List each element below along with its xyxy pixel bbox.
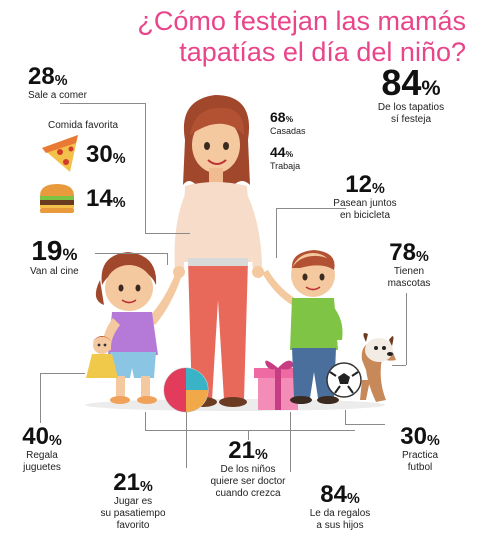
stat-label: Jugar es xyxy=(113,496,153,507)
leader-line xyxy=(145,103,146,233)
title-line-2: tapatías el día del niño? xyxy=(179,37,466,67)
leader-line xyxy=(406,293,407,365)
stat-mascotas: 78% Tienen mascotas xyxy=(376,240,442,290)
stat-casadas: 68% Casadas xyxy=(270,110,306,137)
pizza-icon xyxy=(42,135,78,172)
stat-label: futbol xyxy=(407,462,433,473)
leader-line xyxy=(276,208,277,258)
mother-figure xyxy=(173,95,264,407)
stat-label: mascotas xyxy=(387,278,431,289)
leader-line xyxy=(145,430,355,431)
stat-pizza: 30% xyxy=(86,142,126,168)
stat-label: Trabaja xyxy=(270,161,301,171)
page-title: ¿Cómo festejan las mamás tapatías el día… xyxy=(126,6,466,68)
leader-line xyxy=(290,412,291,472)
stat-regalos: 84% Le da regalos a sus hijos xyxy=(300,482,380,532)
stat-percent: % xyxy=(62,245,78,265)
stat-percent: % xyxy=(415,248,429,265)
stat-label: su pasatiempo xyxy=(100,508,166,519)
burger-icon xyxy=(40,184,74,213)
stat-value: 44 xyxy=(270,144,286,160)
stat-burger: 14% xyxy=(86,186,126,212)
soccer-ball-icon xyxy=(326,362,362,398)
stat-label: juguetes xyxy=(23,462,61,473)
stat-sale-comer: 28% Sale a comer xyxy=(28,64,87,102)
stat-percent: % xyxy=(139,478,153,495)
stat-label: quiere ser doctor xyxy=(210,476,286,487)
leader-line xyxy=(60,103,145,104)
stat-value: 19 xyxy=(31,235,63,266)
title-line-1: ¿Cómo festejan las mamás xyxy=(137,6,466,36)
dog-icon xyxy=(360,333,396,402)
stat-percent: % xyxy=(421,75,441,101)
boy-figure xyxy=(262,250,343,404)
leader-line xyxy=(145,233,190,234)
stat-percent: % xyxy=(346,490,360,507)
stat-label: Van al cine xyxy=(30,266,79,277)
stat-label: Regala xyxy=(26,450,58,461)
stat-label: Sale a comer xyxy=(28,90,87,101)
stat-value: 21 xyxy=(113,469,140,496)
stat-label: Pasean juntos xyxy=(333,198,397,209)
stat-percent: % xyxy=(285,114,294,125)
stat-percent: % xyxy=(48,432,62,449)
stat-value: 84 xyxy=(320,481,347,508)
stat-festeja: 84% De los tapatios sí festeja xyxy=(356,64,466,126)
stat-label: sí festeja xyxy=(390,114,432,125)
stat-jugar: 21% Jugar es su pasatiempo favorito xyxy=(92,470,174,532)
stat-percent: % xyxy=(285,149,294,160)
stat-value: 30 xyxy=(86,141,113,168)
leader-line xyxy=(40,373,41,423)
stat-value: 12 xyxy=(345,171,372,198)
stat-value: 78 xyxy=(389,239,416,266)
favorite-food-label: Comida favorita xyxy=(48,120,119,131)
stat-cine: 19% Van al cine xyxy=(30,236,79,278)
stat-value: 84 xyxy=(381,62,422,103)
beach-ball-icon xyxy=(163,367,209,413)
stat-percent: % xyxy=(371,180,385,197)
leader-line xyxy=(392,365,406,366)
stat-label: cuando crezca xyxy=(215,488,281,499)
stat-juguetes: 40% Regala juguetes xyxy=(14,424,70,474)
stat-label: favorito xyxy=(116,520,150,531)
leader-line xyxy=(40,373,85,374)
stat-value: 40 xyxy=(22,423,49,450)
stat-value: 30 xyxy=(400,423,427,450)
stat-percent: % xyxy=(254,446,268,463)
stat-bicicleta: 12% Pasean juntos en bicicleta xyxy=(328,172,402,222)
leader-line xyxy=(345,424,385,425)
stat-label: Tienen xyxy=(393,266,425,277)
leader-line xyxy=(95,253,167,254)
stat-percent: % xyxy=(112,194,126,211)
stat-label: Practica xyxy=(401,450,439,461)
gift-box-icon xyxy=(254,360,302,410)
stat-percent: % xyxy=(426,432,440,449)
stat-value: 21 xyxy=(228,437,255,464)
stat-value: 28 xyxy=(28,63,55,90)
leader-line xyxy=(186,412,187,468)
stat-label: a sus hijos xyxy=(316,520,364,531)
stat-percent: % xyxy=(112,150,126,167)
leader-line xyxy=(345,410,346,424)
stat-futbol: 30% Practica futbol xyxy=(390,424,450,474)
stat-label: Le da regalos xyxy=(309,508,371,519)
stat-trabaja: 44% Trabaja xyxy=(270,145,300,172)
leader-line xyxy=(276,208,346,209)
stat-doctor: 21% De los niños quiere ser doctor cuand… xyxy=(198,438,298,500)
leader-line xyxy=(145,412,146,430)
stat-label: en bicicleta xyxy=(339,210,391,221)
doll-icon xyxy=(86,336,118,378)
stat-value: 68 xyxy=(270,109,286,125)
stat-label: Casadas xyxy=(270,126,306,136)
leader-line xyxy=(167,253,168,265)
stat-percent: % xyxy=(54,72,68,89)
leader-line xyxy=(248,430,249,440)
stat-label: De los niños xyxy=(220,464,276,475)
stat-label: De los tapatios xyxy=(377,102,445,113)
stat-value: 14 xyxy=(86,185,113,212)
girl-figure xyxy=(95,252,182,404)
